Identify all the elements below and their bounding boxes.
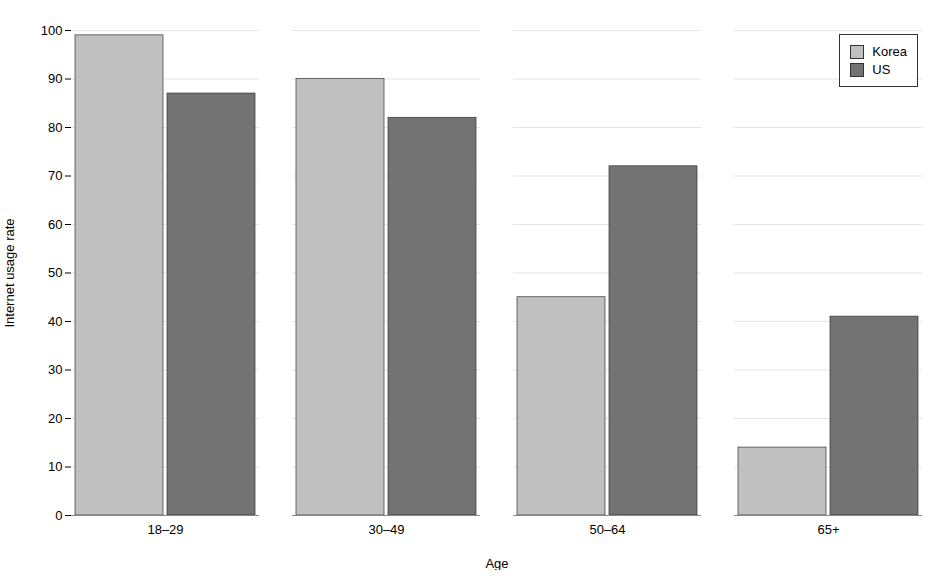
svg-text:40: 40 <box>48 314 62 329</box>
svg-text:30: 30 <box>48 362 62 377</box>
svg-text:100: 100 <box>41 23 63 38</box>
svg-text:30–49: 30–49 <box>368 522 404 537</box>
svg-text:18–29: 18–29 <box>147 522 183 537</box>
html-text:Korea: Korea <box>872 44 907 59</box>
svg-text:60: 60 <box>48 217 62 232</box>
svg-text:70: 70 <box>48 168 62 183</box>
svg-text:Age: Age <box>485 556 508 571</box>
svg-text:0: 0 <box>55 508 62 523</box>
svg-text:80: 80 <box>48 120 62 135</box>
svg-text:50: 50 <box>48 265 62 280</box>
svg-text:20: 20 <box>48 411 62 426</box>
svg-text:50–64: 50–64 <box>589 522 625 537</box>
html-text:US: US <box>872 62 891 77</box>
svg-text:10: 10 <box>48 459 62 474</box>
svg-text:Internet usage rate: Internet usage rate <box>2 218 17 327</box>
svg-text:90: 90 <box>48 71 62 86</box>
svg-text:65+: 65+ <box>817 522 839 537</box>
